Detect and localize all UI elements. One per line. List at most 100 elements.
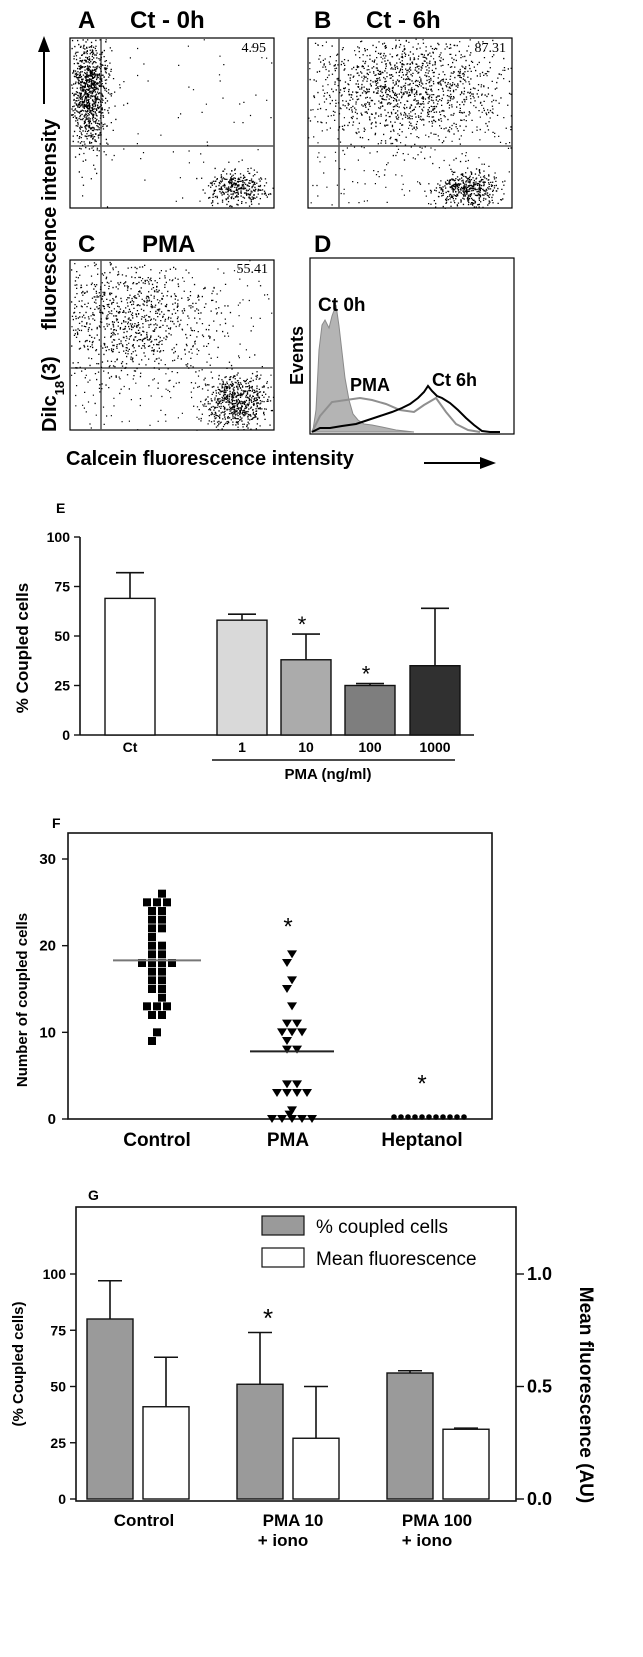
data-point — [277, 1115, 287, 1123]
panel-d-ylabel: Events — [287, 326, 307, 385]
panel-e-y-ticks: 0 25 50 75 100 — [47, 529, 80, 743]
data-point — [163, 1002, 171, 1011]
y-tick-label: 0 — [62, 727, 70, 743]
panel-d-label-ct6h: Ct 6h — [432, 370, 477, 390]
bar-mean-fluorescence-2 — [442, 1428, 490, 1500]
panel-d-frame — [309, 257, 515, 435]
data-point — [282, 1019, 292, 1028]
panel-g-legend: % coupled cells Mean fluorescence — [261, 1215, 477, 1270]
data-point — [148, 959, 156, 967]
data-point — [148, 1037, 156, 1045]
y-tick-label: 10 — [39, 1024, 56, 1041]
bar-coupled-0 — [86, 1318, 134, 1500]
bar-coupled-1 — [236, 1383, 284, 1500]
data-point — [153, 1028, 161, 1037]
data-point — [282, 1080, 292, 1089]
bar-100 — [344, 684, 396, 736]
data-point — [148, 941, 156, 950]
data-point — [148, 915, 156, 924]
panel-b: B Ct - 6h 87.31 — [307, 7, 513, 209]
y-tick-label: 30 — [39, 851, 56, 868]
significance-asterisk: * — [362, 662, 371, 687]
data-point — [158, 907, 166, 915]
y-tick-label: 75 — [50, 1322, 66, 1338]
data-point — [148, 1011, 156, 1019]
data-point — [426, 1114, 432, 1120]
data-point — [158, 976, 166, 985]
data-point — [440, 1114, 446, 1120]
x-sublabel: + iono — [258, 1531, 309, 1550]
panel-a: A Ct - 0h 4.95 — [69, 7, 275, 209]
data-point — [148, 967, 156, 976]
legend-label-mean: Mean fluorescence — [316, 1249, 477, 1270]
data-point — [148, 976, 156, 985]
y-tick-label: 25 — [50, 1435, 66, 1451]
dot-cloud — [419, 157, 506, 208]
bar-1000 — [409, 665, 461, 736]
data-point — [158, 924, 166, 933]
data-point — [148, 907, 156, 915]
panel-f-x-labels: Control PMA Heptanol — [123, 1130, 462, 1151]
data-point — [419, 1114, 425, 1120]
data-point — [287, 1002, 297, 1011]
data-point — [277, 1028, 287, 1037]
data-point — [287, 976, 297, 985]
panel-f-frame — [67, 832, 493, 1120]
data-point — [148, 985, 156, 993]
x-tick-label: 10 — [298, 739, 314, 755]
data-point — [292, 1045, 302, 1054]
hist-ct6h — [311, 384, 500, 433]
y-tick-label: 100 — [43, 1266, 67, 1282]
data-point — [158, 915, 166, 924]
data-point — [148, 924, 156, 933]
data-point — [267, 1115, 277, 1123]
panel-d: D Events Ct 0h PMA Ct 6h — [287, 231, 515, 435]
hist-ct0h — [311, 304, 415, 433]
data-point — [158, 950, 166, 959]
panel-g-y-ticks-right: 0.0 0.5 1.0 — [516, 1264, 552, 1509]
y-tick-label: 50 — [54, 628, 70, 644]
data-point — [168, 959, 176, 967]
x-label: PMA — [267, 1130, 310, 1151]
data-point — [158, 1011, 166, 1019]
data-point — [282, 985, 292, 993]
dot-cloud — [71, 39, 129, 186]
panel-a-dots — [71, 39, 274, 208]
bar-10 — [280, 659, 332, 736]
panel-g-letter: G — [88, 1187, 99, 1203]
panel-e-xlabel: PMA (ng/ml) — [285, 766, 372, 783]
data-point — [307, 1115, 317, 1123]
x-sublabel: + iono — [402, 1531, 453, 1550]
legend-swatch-coupled — [261, 1215, 305, 1236]
panel-c-letter: C — [78, 231, 95, 258]
x-tick-label: 1 — [238, 739, 246, 755]
panel-e-ylabel: % Coupled cells — [13, 583, 32, 713]
panel-d-letter: D — [314, 231, 331, 258]
panel-e: E 0 25 50 75 100 % Coupled cells Ct 1 10 * 100 * 1… — [13, 500, 474, 783]
data-point — [287, 1028, 297, 1037]
data-point — [153, 898, 161, 907]
flow-y-axis-arrow-head — [38, 36, 50, 52]
significance-asterisk: * — [298, 612, 307, 637]
data-point — [282, 1045, 292, 1054]
legend-swatch-mean — [261, 1247, 305, 1268]
y-tick-label-right: 0.0 — [527, 1489, 552, 1509]
panel-g-bars: * — [86, 1279, 490, 1500]
data-point — [158, 941, 166, 950]
x-label: PMA 100 — [402, 1511, 472, 1530]
panel-c-dots — [71, 260, 275, 431]
data-point — [391, 1114, 397, 1120]
data-point — [272, 1089, 282, 1097]
data-point — [433, 1114, 439, 1120]
panel-f-points: ** — [113, 889, 467, 1123]
data-point — [158, 889, 166, 898]
panel-c-title: PMA — [142, 231, 195, 258]
flow-y-axis-label-main: fluorescence intensity — [39, 118, 61, 330]
panel-g-frame — [75, 1206, 517, 1502]
panel-a-value: 4.95 — [242, 41, 267, 56]
panel-c-frame — [69, 259, 275, 431]
dot-cloud — [193, 364, 273, 431]
panel-c-value: 55.41 — [237, 262, 269, 277]
